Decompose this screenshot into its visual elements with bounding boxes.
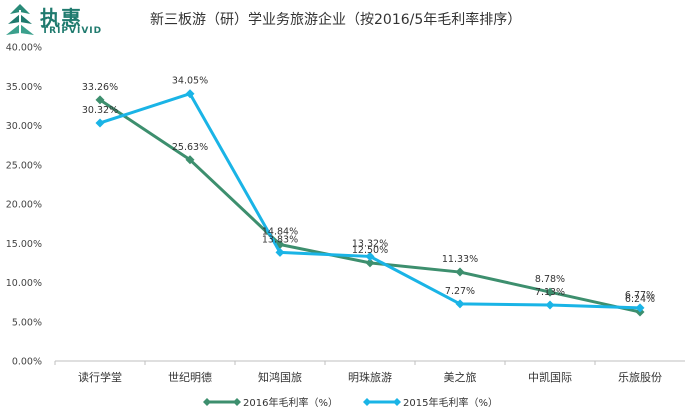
series-layer bbox=[95, 89, 645, 317]
legend-entry-1: 2016年毛利率（%） bbox=[243, 396, 338, 409]
data-label: 13.32% bbox=[352, 238, 388, 249]
series-1-point bbox=[185, 155, 195, 165]
y-tick-label: 10.00% bbox=[6, 278, 42, 289]
legend-marker bbox=[203, 398, 211, 406]
series-2-point bbox=[635, 303, 645, 313]
y-tick-label: 20.00% bbox=[6, 200, 42, 211]
data-labels-layer: 33.26% 25.63% 14.84% 12.50% 11.33% 8.78% 6.24%… bbox=[82, 76, 655, 305]
y-tick-label: 25.00% bbox=[6, 160, 42, 171]
series-2-point bbox=[455, 299, 465, 309]
series-2-point bbox=[185, 89, 195, 99]
x-category-label: 读行学堂 bbox=[78, 370, 122, 384]
series-2-point bbox=[365, 251, 375, 261]
data-label: 30.32% bbox=[82, 105, 118, 116]
legend-marker bbox=[363, 398, 371, 406]
data-label: 7.27% bbox=[445, 286, 475, 297]
x-category-label: 美之旅 bbox=[444, 370, 477, 384]
logo-english-text: TRIPVIVID bbox=[42, 26, 103, 36]
series-2-point bbox=[95, 118, 105, 128]
series-2-point bbox=[545, 300, 555, 310]
logo-chinese-text: 执惠 bbox=[40, 6, 82, 30]
tripvivid-logo: 执惠 TRIPVIVID bbox=[4, 2, 124, 40]
x-category-label: 知鸿国旅 bbox=[258, 370, 302, 384]
y-tick-label: 5.00% bbox=[12, 317, 42, 328]
data-label: 8.78% bbox=[535, 274, 565, 285]
y-tick-label: 40.00% bbox=[6, 43, 42, 54]
series-1-point bbox=[545, 287, 555, 297]
x-category-label: 乐旅股份 bbox=[618, 370, 662, 384]
legend-marker bbox=[393, 398, 401, 406]
data-label: 13.83% bbox=[262, 234, 298, 245]
leaf-logo-icon bbox=[6, 4, 34, 36]
data-label: 11.33% bbox=[442, 254, 478, 265]
data-label: 7.13% bbox=[535, 287, 565, 298]
series-1-point bbox=[95, 95, 105, 105]
data-label: 34.05% bbox=[172, 76, 208, 87]
chart-legend: 2016年毛利率（%） 2015年毛利率（%） bbox=[203, 396, 498, 409]
x-category-label: 明珠旅游 bbox=[348, 370, 392, 384]
y-tick-label: 0.00% bbox=[12, 357, 42, 368]
legend-entry-2: 2015年毛利率（%） bbox=[403, 396, 498, 409]
series-1-point bbox=[455, 267, 465, 277]
data-label: 25.63% bbox=[172, 142, 208, 153]
series-1-point bbox=[365, 258, 375, 268]
y-tick-label: 35.00% bbox=[6, 82, 42, 93]
y-axis-tick-labels: 0.00% 5.00% 10.00% 15.00% 20.00% 25.00% 30.00%… bbox=[6, 43, 42, 368]
data-label: 14.84% bbox=[262, 227, 298, 238]
header: 执惠 TRIPVIVID 新三板游（研）学业务旅游企业（按2016/5年毛利率排… bbox=[0, 0, 700, 42]
data-label: 6.77% bbox=[625, 290, 655, 301]
y-tick-label: 15.00% bbox=[6, 239, 42, 250]
chart-title: 新三板游（研）学业务旅游企业（按2016/5年毛利率排序） bbox=[150, 12, 522, 28]
x-category-label: 世纪明德 bbox=[168, 370, 212, 384]
x-category-label: 中凯国际 bbox=[528, 371, 572, 384]
data-label: 12.50% bbox=[352, 245, 388, 256]
legend-marker bbox=[233, 398, 241, 406]
series-2-point bbox=[275, 247, 285, 257]
y-tick-label: 30.00% bbox=[6, 121, 42, 132]
x-axis-category-labels: 读行学堂 世纪明德 知鸿国旅 明珠旅游 美之旅 中凯国际 乐旅股份 bbox=[54, 361, 662, 384]
data-label: 33.26% bbox=[82, 82, 118, 93]
data-label: 6.24% bbox=[625, 294, 655, 305]
